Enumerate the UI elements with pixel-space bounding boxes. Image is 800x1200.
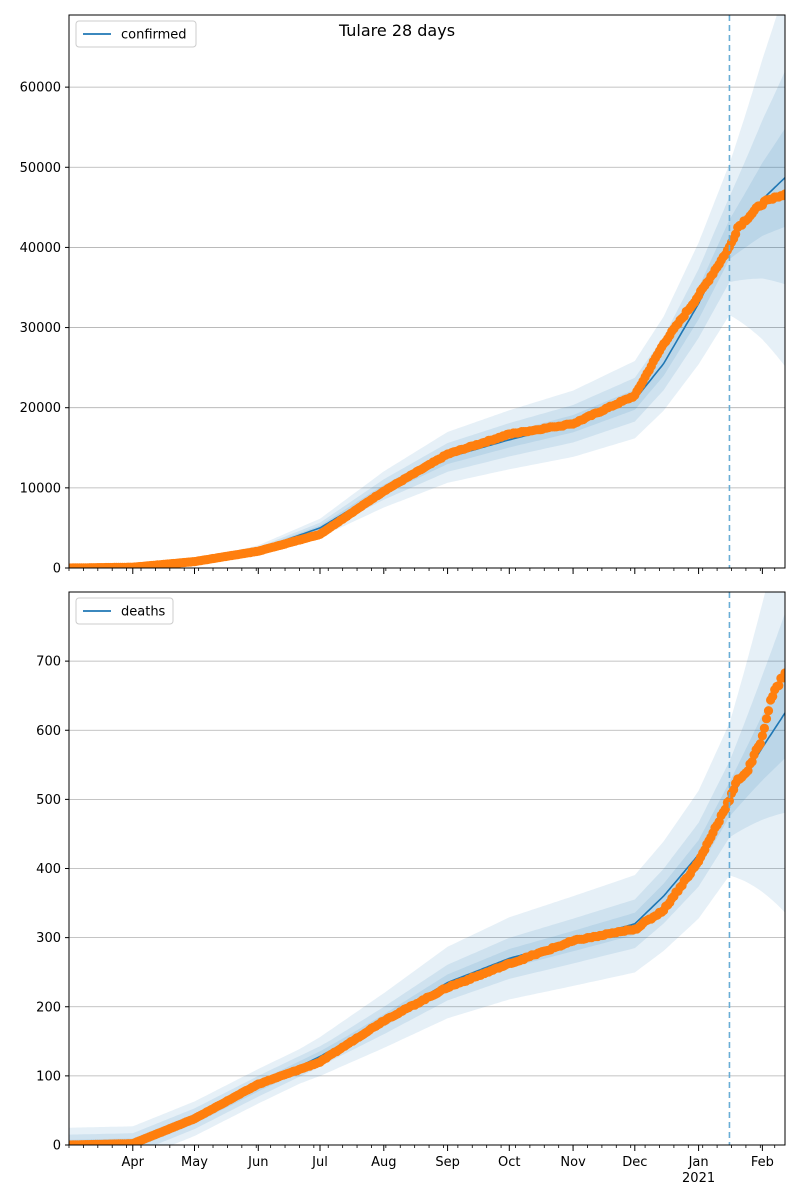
y-tick-label: 400 bbox=[36, 862, 61, 877]
deaths-panel: 0 100 200 300 400 500 600 700 Apr May Jun Jul Aug Sep… bbox=[36, 591, 786, 1186]
confirmed-panel: 0 10000 20000 30000 40000 50000 60000 confirmed bbox=[20, 14, 786, 577]
x-tick-label: Sep bbox=[435, 1155, 460, 1170]
x-tick-label: Feb bbox=[751, 1155, 774, 1170]
observed-point bbox=[780, 189, 785, 199]
chart-title: Tulare 28 days bbox=[338, 21, 455, 40]
legend: confirmed bbox=[75, 20, 197, 48]
uncertainty-band bbox=[69, 15, 785, 568]
observed-point bbox=[761, 714, 772, 724]
y-tick-label: 200 bbox=[36, 1000, 61, 1015]
x-tick-label: Oct bbox=[498, 1155, 520, 1170]
observed-point bbox=[747, 757, 757, 767]
y-tick-label: 300 bbox=[36, 931, 61, 946]
observed-point bbox=[755, 739, 765, 749]
y-tick-label: 500 bbox=[36, 793, 61, 808]
observed-point bbox=[724, 796, 735, 806]
y-tick-label: 60000 bbox=[20, 81, 61, 96]
y-tick-label: 40000 bbox=[20, 241, 61, 256]
legend-box bbox=[75, 597, 174, 625]
x-tick-label: Jan bbox=[688, 1155, 709, 1170]
x-tick-label: May bbox=[181, 1155, 208, 1170]
x-tick-label: Nov bbox=[560, 1155, 586, 1170]
uncertainty-band bbox=[69, 667, 785, 1145]
y-tick-label: 30000 bbox=[20, 321, 61, 336]
x-tick-label: Jul bbox=[311, 1155, 328, 1170]
legend-box bbox=[75, 20, 197, 48]
y-tick-label: 0 bbox=[53, 562, 61, 577]
x-tick-label: Aug bbox=[371, 1155, 396, 1170]
legend-label: confirmed bbox=[121, 28, 187, 43]
y-tick-label: 10000 bbox=[20, 481, 61, 496]
y-tick-label: 100 bbox=[36, 1069, 61, 1084]
legend-label: deaths bbox=[121, 605, 166, 620]
x-tick-label: Jun bbox=[247, 1155, 268, 1170]
x-tick-label: Apr bbox=[122, 1155, 145, 1170]
axes-frame bbox=[68, 14, 786, 569]
legend: deaths bbox=[75, 597, 174, 625]
observed-point bbox=[759, 723, 770, 733]
observed-point bbox=[780, 668, 785, 678]
y-tick-label: 50000 bbox=[20, 161, 61, 176]
plot-area bbox=[69, 15, 785, 568]
y-tick-label: 0 bbox=[53, 1139, 61, 1154]
plot-area bbox=[69, 592, 785, 1145]
y-tick-label: 700 bbox=[36, 655, 61, 670]
observed-point bbox=[757, 731, 768, 741]
y-tick-label: 600 bbox=[36, 724, 61, 739]
observed-point bbox=[763, 706, 774, 716]
uncertainty-band bbox=[69, 592, 785, 1145]
x-tick-sublabel: 2021 bbox=[682, 1171, 715, 1186]
x-tick-label: Dec bbox=[622, 1155, 647, 1170]
y-tick-label: 20000 bbox=[20, 401, 61, 416]
observed-point bbox=[774, 681, 784, 691]
